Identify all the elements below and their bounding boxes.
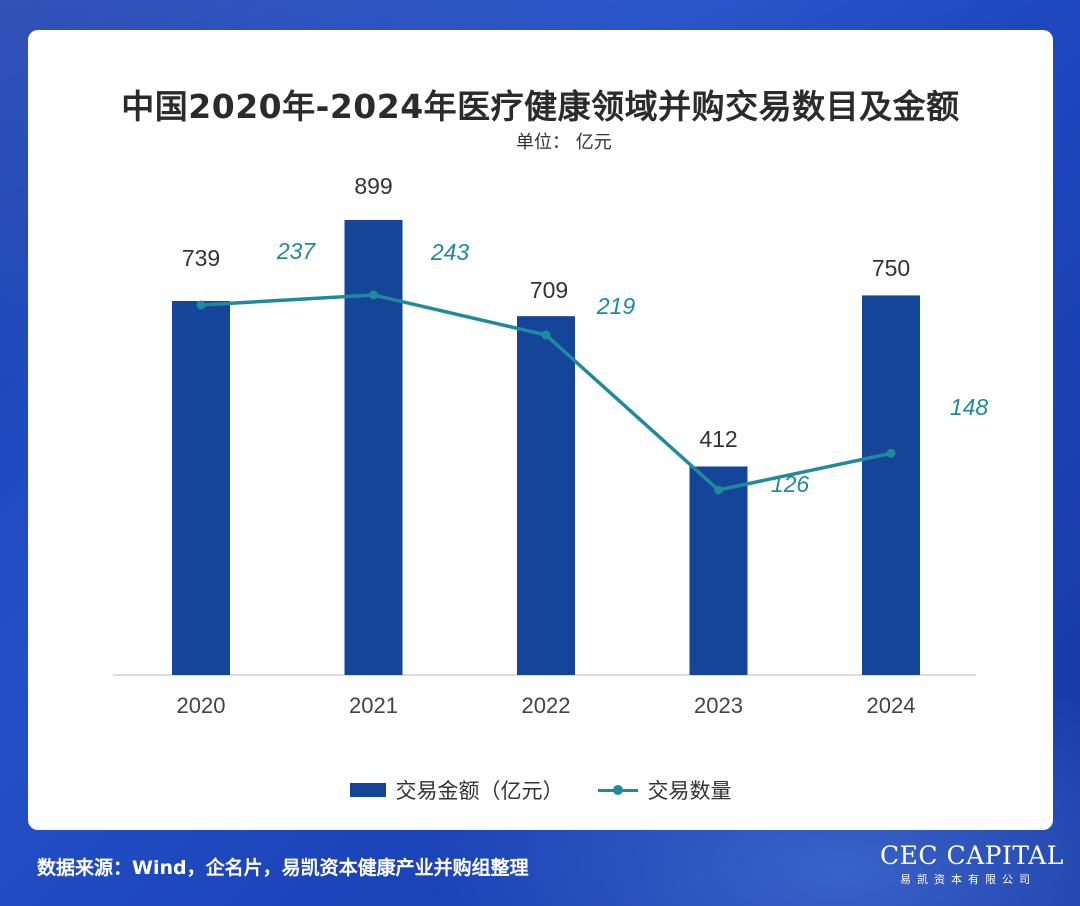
company-logo: CEC CAPITAL 易凯资本有限公司 [880,841,1064,887]
x-tick-label-2023: 2023 [694,693,743,718]
legend-item-amount: 交易金额（亿元） [349,775,564,805]
count-value-label-2023: 126 [771,471,810,497]
count-point-2022 [541,330,551,340]
bar-value-label-2022: 709 [530,277,568,303]
bar-2023 [689,466,748,675]
count-value-label-2021: 243 [430,239,470,265]
count-value-label-2022: 219 [596,293,636,319]
x-tick-label-2021: 2021 [349,693,398,718]
bar-value-label-2021: 899 [354,173,392,199]
chart-unit-label: 单位： 亿元 [516,132,612,153]
legend-swatch-line [597,783,638,797]
x-tick-label-2022: 2022 [522,693,571,718]
legend-item-count: 交易数量 [597,775,732,805]
bar-2022 [517,316,575,675]
count-value-label-2024: 148 [950,394,989,420]
count-point-2021 [369,290,378,300]
legend-swatch-bar [349,783,386,797]
legend-label-amount: 交易金额（亿元） [395,779,564,803]
count-value-label-2020: 237 [276,238,317,264]
x-tick-label-2020: 2020 [177,693,226,718]
bar-value-label-2023: 412 [699,426,737,452]
chart-plot: 739 899 709 412 750 237 243 219 126 148 2020 2021 20… [113,173,989,718]
bar-value-label-2020: 739 [182,245,220,271]
data-source-note: 数据来源：Wind，企名片，易凯资本健康产业并购组整理 [37,857,529,879]
chart-legend: 交易金额（亿元） 交易数量 [28,774,1053,806]
bar-value-label-2024: 750 [872,255,910,281]
logo-subtitle: 易凯资本有限公司 [900,873,1036,886]
bar-2021 [344,220,403,675]
count-point-2023 [714,485,723,495]
count-point-2024 [886,448,896,458]
logo-wordmark: CEC CAPITAL [880,841,1064,870]
chart-title: 中国2020年-2024年医疗健康领域并购交易数目及金额 [121,87,960,126]
bar-2020 [172,300,230,675]
bar-2024 [862,295,920,675]
legend-label-count: 交易数量 [647,779,732,803]
x-tick-label-2024: 2024 [867,693,916,718]
count-point-2020 [196,300,206,310]
chart-card: 中国2020年-2024年医疗健康领域并购交易数目及金额 单位： 亿元 739 8… [28,30,1053,830]
